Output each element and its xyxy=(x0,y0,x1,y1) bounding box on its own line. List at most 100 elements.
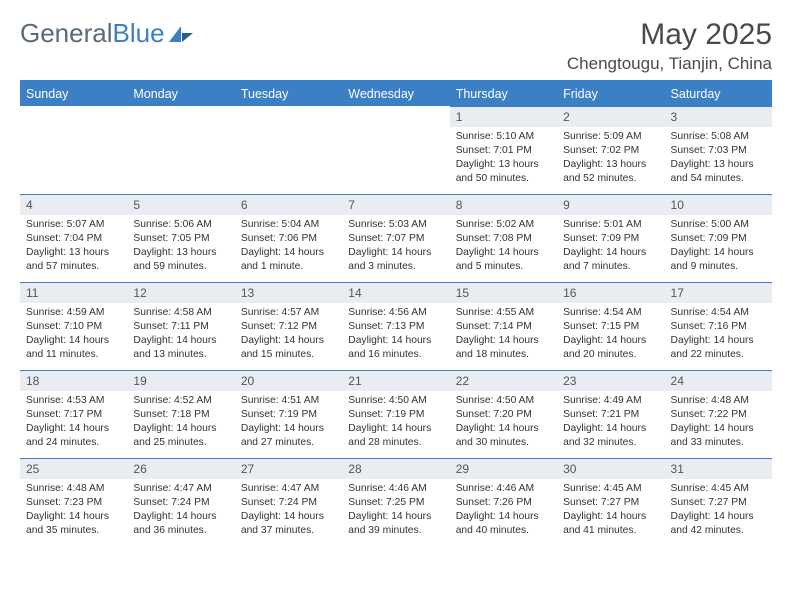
calendar-cell: 29Sunrise: 4:46 AMSunset: 7:26 PMDayligh… xyxy=(450,458,557,546)
calendar-cell: 12Sunrise: 4:58 AMSunset: 7:11 PMDayligh… xyxy=(127,282,234,370)
sunset-line: Sunset: 7:25 PM xyxy=(348,496,443,510)
calendar-cell: 11Sunrise: 4:59 AMSunset: 7:10 PMDayligh… xyxy=(20,282,127,370)
daylight-line: Daylight: 13 hours and 59 minutes. xyxy=(133,246,228,274)
day-number: 15 xyxy=(450,282,557,303)
location-text: Chengtougu, Tianjin, China xyxy=(567,54,772,74)
day-number: 25 xyxy=(20,458,127,479)
brand-part1: General xyxy=(20,18,113,48)
daylight-line: Daylight: 14 hours and 24 minutes. xyxy=(26,422,121,450)
brand-sail-icon xyxy=(167,24,195,44)
day-number: 21 xyxy=(342,370,449,391)
sunrise-line: Sunrise: 5:10 AM xyxy=(456,130,551,144)
daylight-line: Daylight: 14 hours and 39 minutes. xyxy=(348,510,443,538)
sunset-line: Sunset: 7:24 PM xyxy=(241,496,336,510)
sunrise-line: Sunrise: 4:53 AM xyxy=(26,394,121,408)
day-details: Sunrise: 5:08 AMSunset: 7:03 PMDaylight:… xyxy=(665,127,772,192)
daylight-line: Daylight: 13 hours and 54 minutes. xyxy=(671,158,766,186)
day-number: 5 xyxy=(127,194,234,215)
daylight-line: Daylight: 13 hours and 57 minutes. xyxy=(26,246,121,274)
day-number: 9 xyxy=(557,194,664,215)
calendar-cell: 13Sunrise: 4:57 AMSunset: 7:12 PMDayligh… xyxy=(235,282,342,370)
sunset-line: Sunset: 7:24 PM xyxy=(133,496,228,510)
day-number: 13 xyxy=(235,282,342,303)
calendar-cell: 8Sunrise: 5:02 AMSunset: 7:08 PMDaylight… xyxy=(450,194,557,282)
daylight-line: Daylight: 14 hours and 20 minutes. xyxy=(563,334,658,362)
daylight-line: Daylight: 14 hours and 40 minutes. xyxy=(456,510,551,538)
day-details: Sunrise: 4:53 AMSunset: 7:17 PMDaylight:… xyxy=(20,391,127,456)
sunset-line: Sunset: 7:21 PM xyxy=(563,408,658,422)
daylight-line: Daylight: 14 hours and 37 minutes. xyxy=(241,510,336,538)
sunset-line: Sunset: 7:03 PM xyxy=(671,144,766,158)
brand-logo: GeneralBlue xyxy=(20,18,195,49)
calendar-row: 1Sunrise: 5:10 AMSunset: 7:01 PMDaylight… xyxy=(20,106,772,194)
sunset-line: Sunset: 7:20 PM xyxy=(456,408,551,422)
title-block: May 2025 Chengtougu, Tianjin, China xyxy=(567,18,772,74)
day-number: 10 xyxy=(665,194,772,215)
day-number: 26 xyxy=(127,458,234,479)
calendar-cell xyxy=(342,106,449,194)
day-number: 20 xyxy=(235,370,342,391)
day-details: Sunrise: 4:56 AMSunset: 7:13 PMDaylight:… xyxy=(342,303,449,368)
daylight-line: Daylight: 14 hours and 41 minutes. xyxy=(563,510,658,538)
calendar-cell: 18Sunrise: 4:53 AMSunset: 7:17 PMDayligh… xyxy=(20,370,127,458)
sunrise-line: Sunrise: 4:45 AM xyxy=(563,482,658,496)
calendar-cell: 17Sunrise: 4:54 AMSunset: 7:16 PMDayligh… xyxy=(665,282,772,370)
day-details: Sunrise: 4:55 AMSunset: 7:14 PMDaylight:… xyxy=(450,303,557,368)
sunrise-line: Sunrise: 5:08 AM xyxy=(671,130,766,144)
daylight-line: Daylight: 14 hours and 33 minutes. xyxy=(671,422,766,450)
sunset-line: Sunset: 7:14 PM xyxy=(456,320,551,334)
sunrise-line: Sunrise: 4:58 AM xyxy=(133,306,228,320)
weekday-header: Friday xyxy=(557,82,664,106)
day-number: 23 xyxy=(557,370,664,391)
sunset-line: Sunset: 7:08 PM xyxy=(456,232,551,246)
sunrise-line: Sunrise: 5:03 AM xyxy=(348,218,443,232)
day-details: Sunrise: 4:45 AMSunset: 7:27 PMDaylight:… xyxy=(665,479,772,544)
sunset-line: Sunset: 7:12 PM xyxy=(241,320,336,334)
sunrise-line: Sunrise: 4:50 AM xyxy=(456,394,551,408)
sunrise-line: Sunrise: 5:02 AM xyxy=(456,218,551,232)
day-details: Sunrise: 5:00 AMSunset: 7:09 PMDaylight:… xyxy=(665,215,772,280)
weekday-header: Saturday xyxy=(665,82,772,106)
calendar-row: 4Sunrise: 5:07 AMSunset: 7:04 PMDaylight… xyxy=(20,194,772,282)
day-number: 3 xyxy=(665,106,772,127)
day-number: 30 xyxy=(557,458,664,479)
calendar-cell: 16Sunrise: 4:54 AMSunset: 7:15 PMDayligh… xyxy=(557,282,664,370)
calendar-body: 1Sunrise: 5:10 AMSunset: 7:01 PMDaylight… xyxy=(20,106,772,546)
day-number: 1 xyxy=(450,106,557,127)
sunset-line: Sunset: 7:07 PM xyxy=(348,232,443,246)
day-number: 16 xyxy=(557,282,664,303)
day-details: Sunrise: 4:54 AMSunset: 7:15 PMDaylight:… xyxy=(557,303,664,368)
day-details: Sunrise: 4:48 AMSunset: 7:23 PMDaylight:… xyxy=(20,479,127,544)
daylight-line: Daylight: 14 hours and 5 minutes. xyxy=(456,246,551,274)
sunset-line: Sunset: 7:02 PM xyxy=(563,144,658,158)
day-details: Sunrise: 4:50 AMSunset: 7:20 PMDaylight:… xyxy=(450,391,557,456)
day-details: Sunrise: 4:45 AMSunset: 7:27 PMDaylight:… xyxy=(557,479,664,544)
calendar-cell: 31Sunrise: 4:45 AMSunset: 7:27 PMDayligh… xyxy=(665,458,772,546)
sunrise-line: Sunrise: 4:59 AM xyxy=(26,306,121,320)
day-details: Sunrise: 5:01 AMSunset: 7:09 PMDaylight:… xyxy=(557,215,664,280)
day-number: 12 xyxy=(127,282,234,303)
day-details: Sunrise: 4:46 AMSunset: 7:25 PMDaylight:… xyxy=(342,479,449,544)
day-details: Sunrise: 4:46 AMSunset: 7:26 PMDaylight:… xyxy=(450,479,557,544)
weekday-header: Thursday xyxy=(450,82,557,106)
sunset-line: Sunset: 7:15 PM xyxy=(563,320,658,334)
sunset-line: Sunset: 7:16 PM xyxy=(671,320,766,334)
day-details: Sunrise: 4:51 AMSunset: 7:19 PMDaylight:… xyxy=(235,391,342,456)
calendar-cell: 24Sunrise: 4:48 AMSunset: 7:22 PMDayligh… xyxy=(665,370,772,458)
daylight-line: Daylight: 14 hours and 28 minutes. xyxy=(348,422,443,450)
calendar-cell: 9Sunrise: 5:01 AMSunset: 7:09 PMDaylight… xyxy=(557,194,664,282)
calendar-cell xyxy=(127,106,234,194)
day-details: Sunrise: 4:58 AMSunset: 7:11 PMDaylight:… xyxy=(127,303,234,368)
daylight-line: Daylight: 14 hours and 32 minutes. xyxy=(563,422,658,450)
header: GeneralBlue May 2025 Chengtougu, Tianjin… xyxy=(20,18,772,74)
sunset-line: Sunset: 7:11 PM xyxy=(133,320,228,334)
sunrise-line: Sunrise: 4:49 AM xyxy=(563,394,658,408)
sunrise-line: Sunrise: 4:45 AM xyxy=(671,482,766,496)
day-number: 8 xyxy=(450,194,557,215)
sunrise-line: Sunrise: 5:06 AM xyxy=(133,218,228,232)
day-details: Sunrise: 4:47 AMSunset: 7:24 PMDaylight:… xyxy=(127,479,234,544)
calendar-row: 18Sunrise: 4:53 AMSunset: 7:17 PMDayligh… xyxy=(20,370,772,458)
daylight-line: Daylight: 14 hours and 42 minutes. xyxy=(671,510,766,538)
day-details: Sunrise: 5:02 AMSunset: 7:08 PMDaylight:… xyxy=(450,215,557,280)
sunset-line: Sunset: 7:27 PM xyxy=(563,496,658,510)
